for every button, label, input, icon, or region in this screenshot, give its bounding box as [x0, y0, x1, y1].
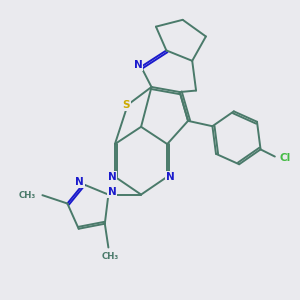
Text: CH₃: CH₃ [19, 191, 36, 200]
Text: N: N [75, 177, 84, 187]
Text: Cl: Cl [280, 153, 291, 163]
Text: S: S [122, 100, 130, 110]
Text: N: N [134, 60, 142, 70]
Text: N: N [166, 172, 175, 182]
Text: N: N [108, 172, 116, 182]
Text: CH₃: CH₃ [101, 252, 118, 261]
Text: N: N [108, 187, 116, 197]
